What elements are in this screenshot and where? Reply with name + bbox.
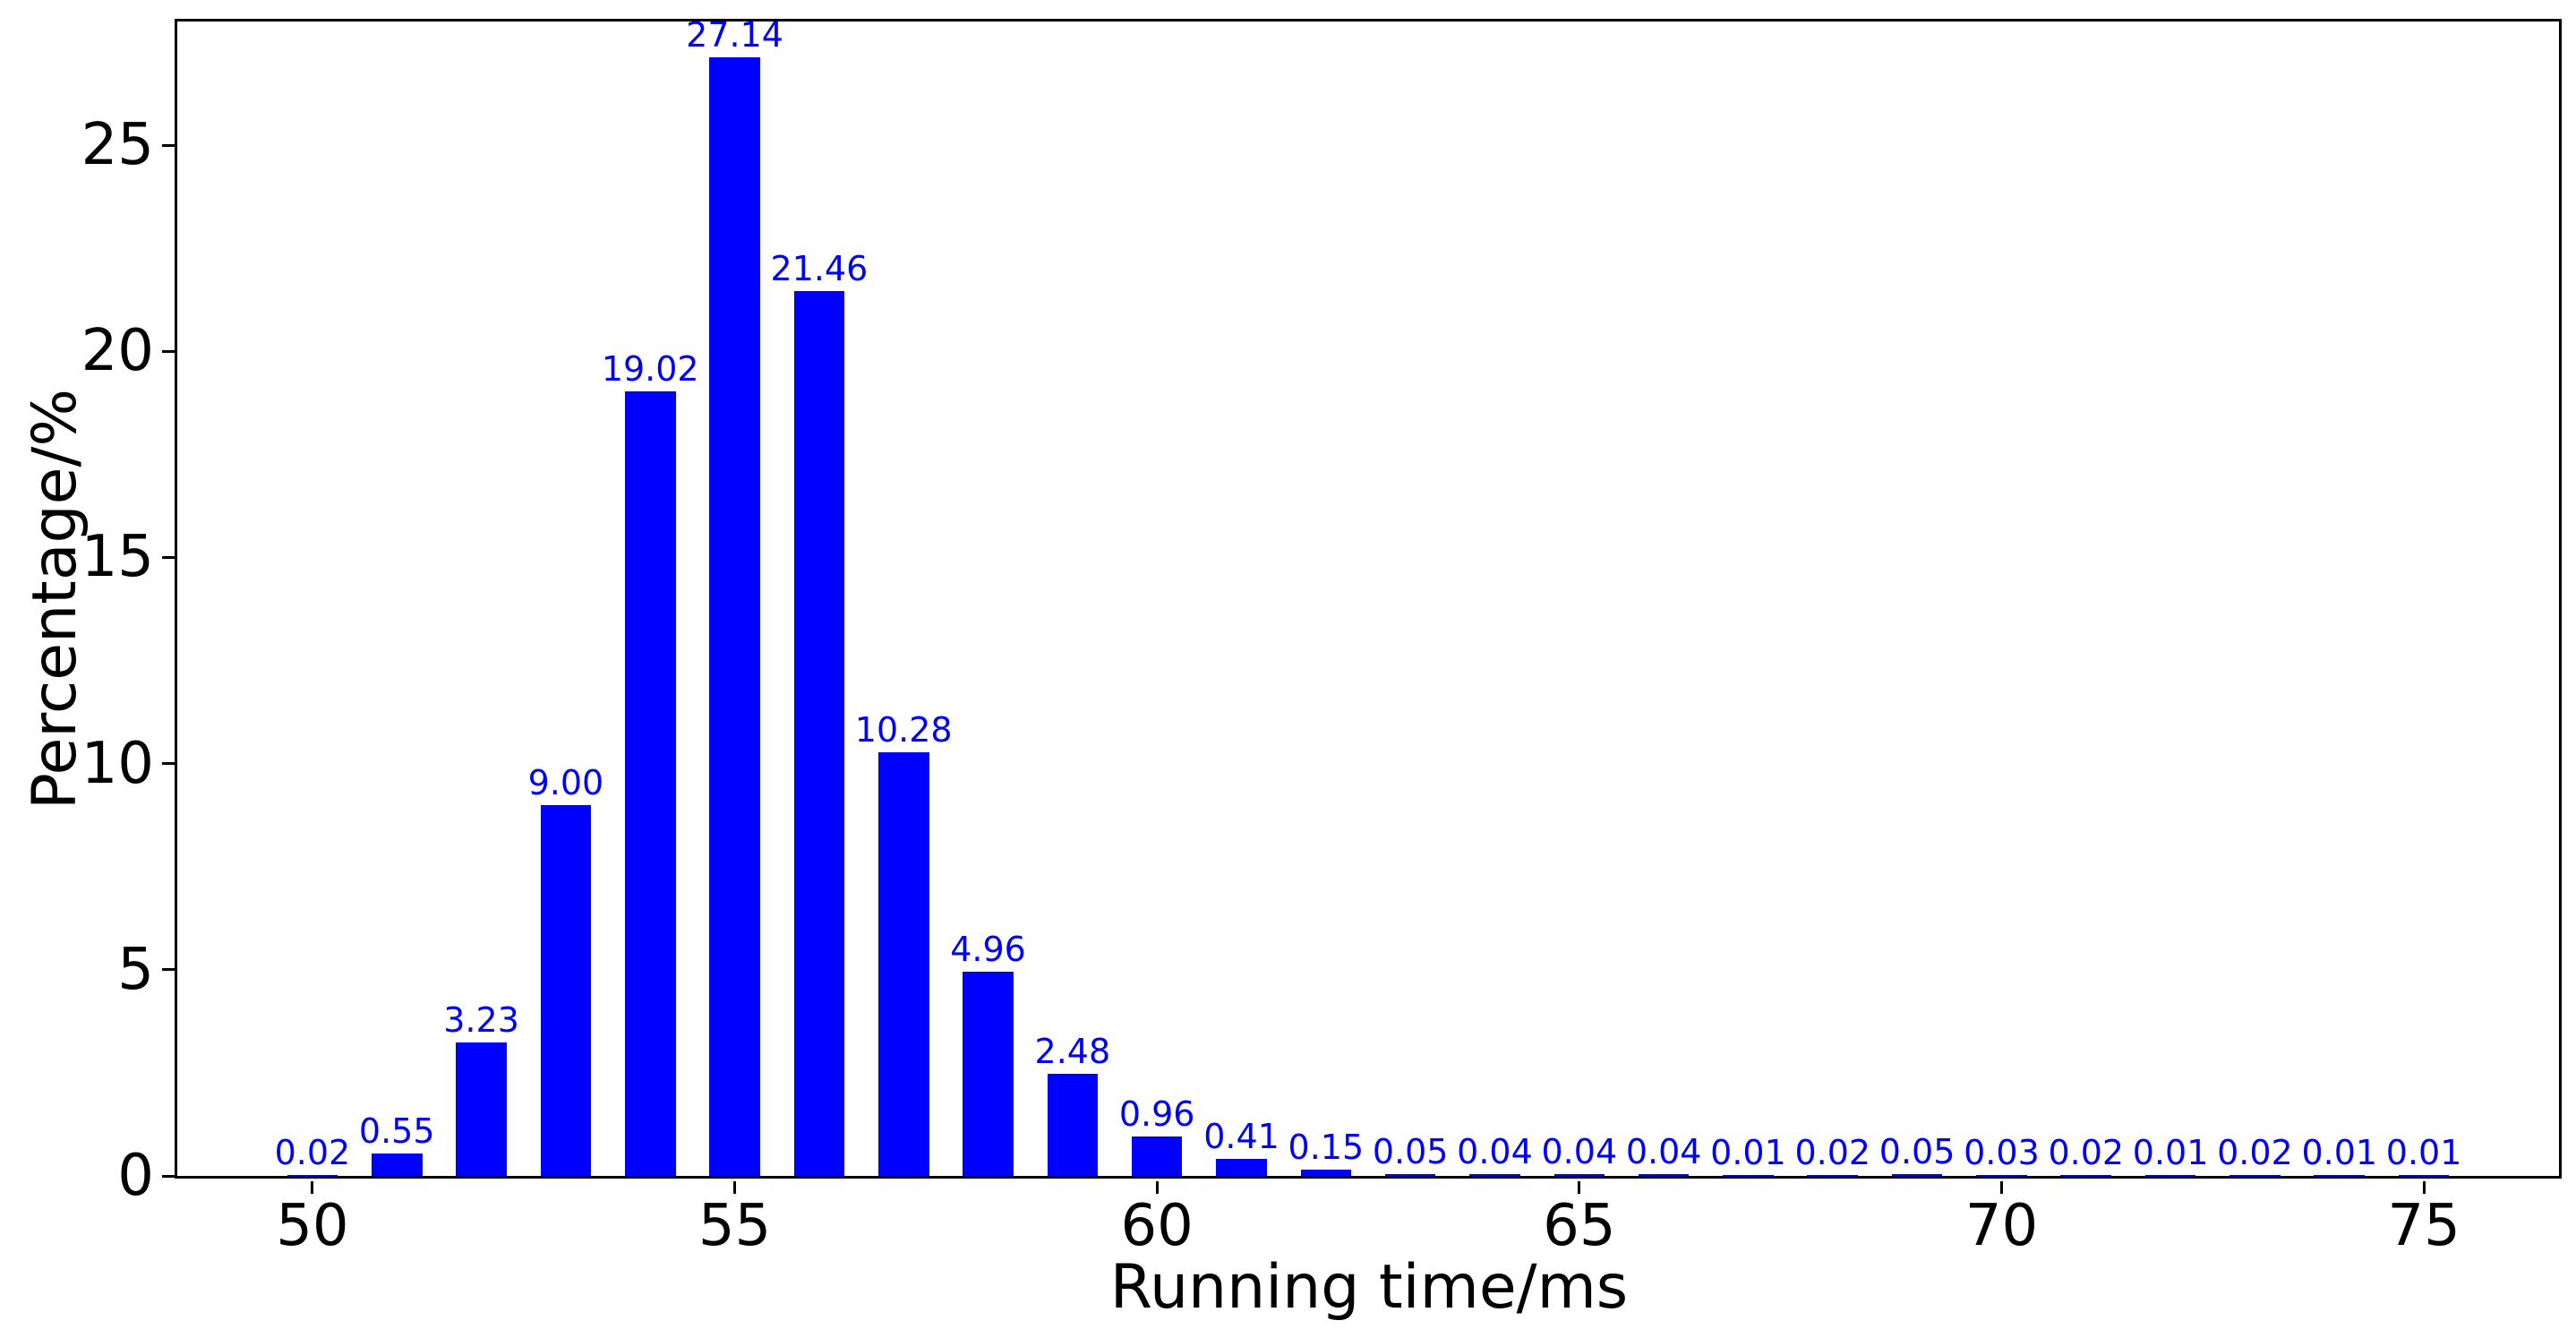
bar-value-label: 0.01: [2385, 1133, 2462, 1172]
bar: [1891, 1174, 1943, 1176]
bar: [793, 291, 845, 1176]
bar: [1807, 1175, 1859, 1176]
bar-value-label: 0.05: [1372, 1132, 1449, 1171]
x-tick-label: 50: [276, 1193, 349, 1259]
bar-value-label: 2.48: [1034, 1032, 1111, 1071]
bar: [1384, 1174, 1436, 1176]
bar-value-label: 0.55: [358, 1111, 435, 1151]
bar: [456, 1042, 507, 1176]
y-tick-mark: [162, 143, 175, 147]
bar-value-label: 0.01: [2301, 1133, 2378, 1172]
bar-value-label: 21.46: [770, 249, 869, 288]
bar: [963, 972, 1014, 1176]
x-tick-label: 65: [1543, 1193, 1616, 1259]
bar-value-label: 0.04: [1541, 1132, 1618, 1171]
y-tick-mark: [162, 762, 175, 766]
bar-value-label: 10.28: [854, 710, 953, 750]
x-axis-title: Running time/ms: [1109, 1252, 1629, 1323]
bar: [1469, 1174, 1520, 1176]
y-tick-label: 10: [81, 730, 154, 797]
x-tick-label: 75: [2387, 1193, 2460, 1259]
bar-value-label: 19.02: [601, 349, 699, 389]
bar: [540, 805, 592, 1176]
x-tick-label: 55: [697, 1193, 772, 1259]
y-tick-label: 5: [117, 936, 154, 1003]
x-tick-mark: [1578, 1181, 1581, 1194]
bar: [624, 391, 676, 1176]
bar: [2314, 1175, 2366, 1176]
bar-value-label: 0.02: [1794, 1133, 1871, 1172]
bar-value-label: 4.96: [950, 930, 1026, 969]
bar: [1300, 1170, 1352, 1176]
y-tick-mark: [162, 349, 175, 353]
bar-value-label: 0.04: [1625, 1132, 1702, 1171]
bar: [709, 57, 760, 1176]
bar: [1216, 1159, 1267, 1176]
bar-value-label: 3.23: [443, 1000, 519, 1040]
y-tick-label: 0: [117, 1143, 154, 1209]
bar: [287, 1175, 338, 1176]
bar: [1047, 1074, 1099, 1176]
bar: [877, 752, 929, 1176]
bar-value-label: 27.14: [686, 15, 783, 55]
bar-value-label: 0.41: [1203, 1117, 1279, 1156]
y-tick-mark: [162, 555, 175, 559]
bar-value-label: 0.03: [1964, 1133, 2040, 1172]
bar-value-label: 0.01: [2132, 1133, 2209, 1172]
bar-value-label: 0.04: [1457, 1132, 1533, 1171]
x-tick-mark: [1155, 1181, 1159, 1194]
bar-value-label: 0.02: [274, 1133, 351, 1172]
x-tick-label: 70: [1964, 1193, 2039, 1259]
y-tick-mark: [162, 1174, 175, 1178]
bar-value-label: 0.02: [2048, 1133, 2125, 1172]
bar: [1131, 1136, 1183, 1176]
bar: [2229, 1175, 2281, 1176]
x-tick-mark: [1999, 1181, 2003, 1194]
x-tick-mark: [311, 1181, 314, 1194]
x-tick-mark: [733, 1181, 737, 1194]
bar-value-label: 9.00: [527, 763, 604, 802]
bar: [1976, 1175, 2027, 1176]
bar-value-label: 0.15: [1288, 1128, 1365, 1167]
plot-area: 0.02 0.55 3.23 9.00 19.02 27.14 21.46 10.28 4.96…: [175, 15, 2562, 1179]
bar: [1723, 1175, 1774, 1176]
y-tick-label: 20: [81, 318, 154, 385]
bar: [371, 1154, 423, 1176]
bar: [2144, 1175, 2196, 1176]
bar: [1553, 1174, 1605, 1176]
bar-value-label: 0.02: [2217, 1133, 2293, 1172]
y-tick-label: 25: [81, 112, 154, 179]
x-tick-label: 60: [1120, 1193, 1194, 1259]
bar: [2060, 1175, 2112, 1176]
bar-value-label: 0.01: [1710, 1133, 1786, 1172]
x-tick-mark: [2422, 1181, 2426, 1194]
bar-value-label: 0.05: [1879, 1132, 1956, 1171]
bar: [2398, 1175, 2450, 1176]
y-tick-label: 15: [81, 524, 154, 591]
bar: [1638, 1174, 1690, 1176]
y-tick-mark: [162, 968, 175, 972]
bar-value-label: 0.96: [1118, 1094, 1195, 1134]
